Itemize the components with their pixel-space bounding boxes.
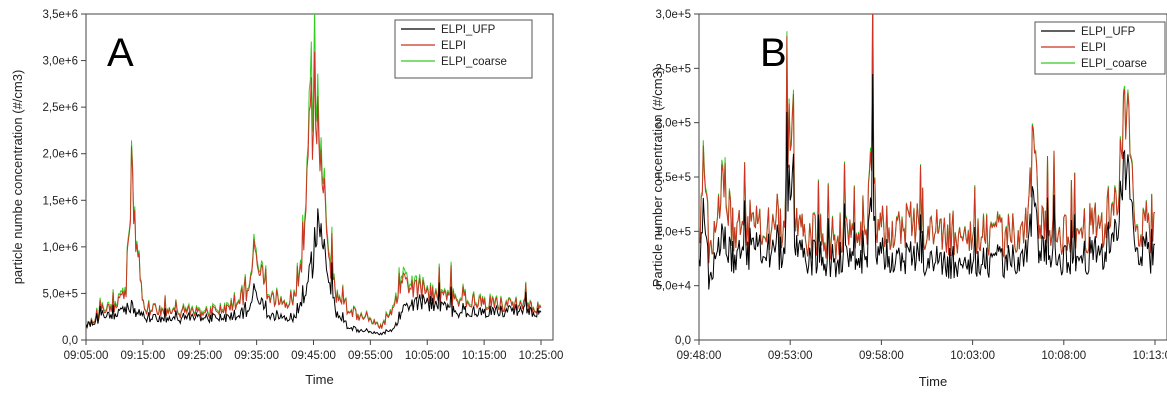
- y-tick-label: 5,0e+5: [43, 288, 79, 300]
- series-line-elpi: [86, 51, 542, 330]
- panel-label: B: [760, 31, 787, 75]
- legend-entry: ELPI: [1081, 42, 1106, 54]
- x-tick-label: 10:08:00: [1041, 350, 1086, 362]
- series-line-elpi-ufp: [86, 208, 542, 336]
- y-tick-label: 0,0: [62, 335, 78, 347]
- chart-panel-a: 0,0 5,0e+5 1,0e+6 1,5e+6 2,0e+6 2,5e+6 3,0e+6 3…: [10, 9, 564, 387]
- y-tick-label: 3,5e+6: [43, 9, 79, 21]
- x-tick-label: 09:25:00: [177, 350, 222, 362]
- x-tick-label: 10:13:00: [1133, 350, 1167, 362]
- chart-panel-b: 0,0 5,0e+4 1,0e+5 1,5e+5 2,0e+5 2,5e+5 3,0e+5 0…: [650, 9, 1167, 389]
- y-tick-label: 1,0e+5: [656, 226, 692, 238]
- y-tick-label: 2,0e+5: [656, 118, 692, 130]
- x-axis-label: Time: [305, 372, 333, 387]
- legend-entry: ELPI: [441, 40, 466, 52]
- y-tick-label: 1,5e+5: [656, 172, 692, 184]
- plot-frame: [85, 13, 554, 341]
- series-line-elpi-ufp: [699, 73, 1156, 290]
- legend-entry: ELPI_coarse: [441, 56, 507, 68]
- y-tick-label: 2,5e+5: [656, 63, 692, 75]
- y-tick-label: 3,0e+6: [43, 56, 79, 68]
- series-line-elpi-coarse: [86, 14, 542, 329]
- y-axis-label: particle numbe concentration (#/cm3): [10, 70, 25, 285]
- y-tick-label: 1,5e+6: [43, 195, 79, 207]
- panel-label: A: [107, 31, 134, 75]
- y-tick-label: 0,0: [675, 335, 691, 347]
- legend-entry: ELPI_UFP: [1081, 26, 1136, 38]
- x-tick-label: 10:03:00: [950, 350, 995, 362]
- legend-entry: ELPI_UFP: [441, 24, 496, 36]
- y-tick-label: 2,5e+6: [43, 102, 79, 114]
- legend: ELPI_UFP ELPI ELPI_coarse: [394, 19, 533, 79]
- legend-box: [394, 19, 533, 79]
- x-tick-label: 09:45:00: [291, 350, 336, 362]
- y-axis-label: Particle number concentration (#/cm3): [650, 67, 665, 287]
- legend-entry: ELPI_coarse: [1081, 58, 1147, 70]
- series-line-elpi: [699, 14, 1156, 264]
- x-tick-label: 09:05:00: [64, 350, 109, 362]
- y-tick-label: 3,0e+5: [656, 9, 692, 21]
- x-tick-label: 09:35:00: [234, 350, 279, 362]
- x-tick-label: 09:53:00: [768, 350, 813, 362]
- x-tick-label: 09:48:00: [677, 350, 722, 362]
- x-axis-label: Time: [919, 374, 947, 389]
- y-tick-label: 5,0e+4: [656, 281, 692, 293]
- x-tick-label: 09:15:00: [120, 350, 165, 362]
- x-tick-label: 10:05:00: [405, 350, 450, 362]
- y-tick-label: 2,0e+6: [43, 149, 79, 161]
- x-tick-label: 09:58:00: [859, 350, 904, 362]
- y-tick-label: 1,0e+6: [43, 242, 79, 254]
- x-tick-label: 09:55:00: [348, 350, 393, 362]
- x-tick-label: 10:25:00: [519, 350, 564, 362]
- legend: ELPI_UFP ELPI ELPI_coarse: [1034, 21, 1166, 75]
- x-tick-label: 10:15:00: [462, 350, 507, 362]
